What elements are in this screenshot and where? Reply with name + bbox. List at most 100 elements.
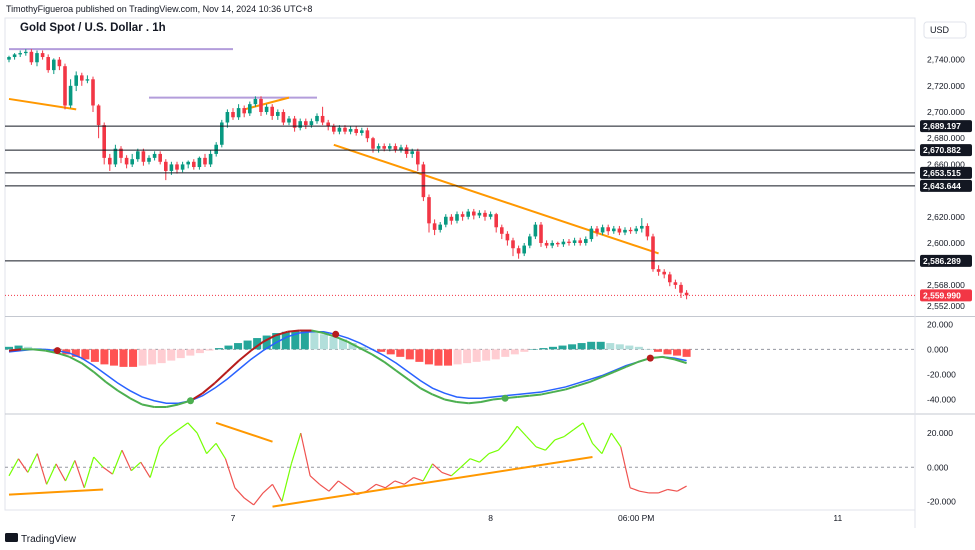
candle [326,119,330,131]
candle [348,126,353,135]
candle [404,144,409,158]
candle [68,79,73,109]
osc-line-segment [366,483,377,492]
candle-body [533,224,538,237]
osc-orange-trendline[interactable] [8,488,104,496]
candle [427,194,431,233]
candle [668,271,672,287]
signal-line-segment [407,378,421,389]
candle [494,212,498,233]
orange-trendline[interactable] [243,96,290,111]
signal-line-segment [553,388,566,393]
osc-line-segment [64,460,76,482]
candle [164,159,168,181]
symbol-title[interactable]: Gold Spot / U.S. Dollar . 1h [20,22,166,34]
osc-line-segment [178,422,189,431]
macd-histogram-bar [14,345,23,350]
signal-line-segment [201,382,216,394]
macd-histogram-bar [444,349,453,366]
candle-body [108,157,112,165]
macd-histogram-bar [663,349,672,355]
macd-histogram-bar [167,349,176,361]
candle [292,115,297,132]
candle-body [550,242,554,246]
candle-body [673,282,678,285]
macd-histogram-bar [510,349,519,355]
macd-histogram-bar [100,349,109,365]
candle-body [326,122,330,127]
osc-line-segment [676,485,687,492]
osc-line-segment [535,446,546,451]
macd-histogram-bar [109,349,118,366]
candle [287,115,291,126]
signal-line-segment [613,365,627,373]
osc-line-segment [46,463,57,485]
candle [253,96,258,107]
osc-line-segment [281,463,292,502]
macd-histogram-bar [329,336,338,350]
candle-body [572,240,577,243]
last-price-label: 2,559.990 [923,290,961,300]
candle-body [124,157,129,165]
macd-histogram-bar [539,348,548,350]
candle-body [617,228,622,233]
candle [645,223,650,241]
osc-line-segment [159,436,170,448]
macd-pane [4,329,915,408]
candle-body [500,227,504,234]
candle-body [522,245,526,254]
publisher-line: TimothyFigueroa published on TradingView… [6,4,312,14]
price-tick-label: 2,680.000 [927,133,965,143]
candle-body [623,229,627,233]
candle-body [152,153,157,158]
price-tick-label: 2,568.000 [927,280,965,290]
candle [46,54,50,73]
tradingview-logo[interactable]: TradingView [5,533,77,545]
candle-body [679,284,683,293]
signal-line-segment [93,371,107,383]
candle [617,225,622,236]
horizontal-level-lines[interactable] [5,125,915,296]
macd-histogram-bar [90,349,99,362]
candle-body [220,122,224,145]
candle [113,144,118,168]
candle [505,231,510,246]
macd-histogram-bar [281,331,290,350]
osc-orange-trendline[interactable] [215,421,273,443]
osc-line-segment [516,425,528,437]
candle-body [472,211,476,216]
macd-histogram-bar [424,349,433,365]
candle [511,237,515,257]
macd-tick-label: 20.000 [927,319,953,329]
currency-label: USD [930,25,950,35]
candle-body [68,85,73,106]
candle-body [466,211,470,217]
macd-histogram-bar [129,349,138,367]
macd-histogram-bar [634,346,643,350]
price-axis[interactable]: 2,740.000 2,720.000 2,700.000 2,680.000 2,66… [920,55,972,507]
macd-histogram-bar [415,349,424,362]
time-axis[interactable]: 7 8 06:00 PM 11 [231,513,843,523]
macd-histogram-bar [291,330,300,350]
candle [589,225,594,242]
osc-orange-trendline[interactable] [272,456,593,508]
candle-body [584,239,588,243]
candle-body [46,57,50,71]
macd-cross-marker [187,397,194,405]
candle-body [214,144,218,154]
macd-tick-label: -40.000 [927,394,956,404]
orange-trendline[interactable] [333,143,659,255]
drawing-annotations[interactable] [8,48,659,255]
candle [578,237,582,246]
candle [561,239,566,247]
osc-line-segment [8,458,19,477]
candle-body [432,223,437,230]
candle-body [91,79,95,106]
candle-body [18,53,22,55]
signal-line-segment [625,360,639,368]
osc-line-segment [460,458,471,468]
candle [225,109,230,128]
price-tick-label: 2,600.000 [927,238,965,248]
currency-button[interactable] [923,21,967,39]
